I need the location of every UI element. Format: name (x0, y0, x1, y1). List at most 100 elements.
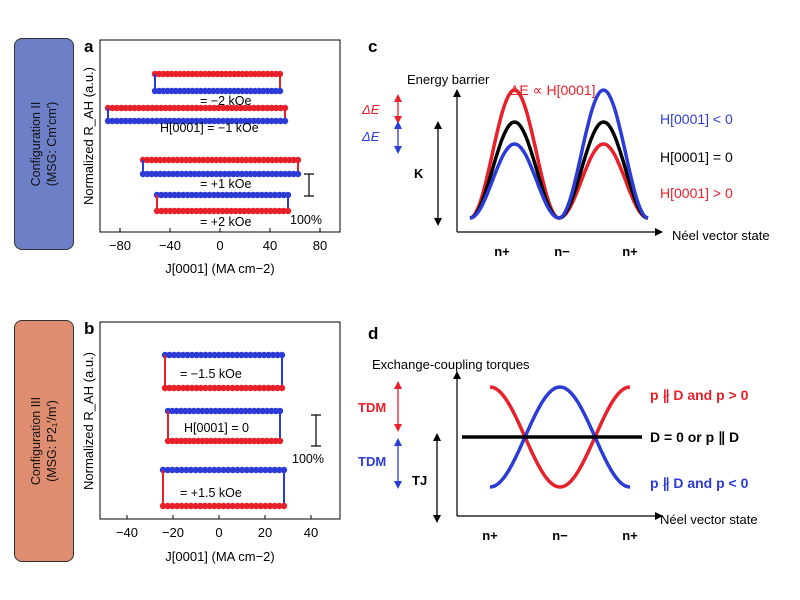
loop-point (268, 104, 275, 112)
loop-point (197, 351, 205, 359)
loop-point (220, 351, 227, 359)
panel-a-xtick-label: 80 (313, 238, 327, 253)
panel-d-tj: TJ (412, 473, 427, 488)
loop-point (190, 437, 197, 445)
panel-b-hysteresis-loops (159, 351, 288, 510)
loop-point (171, 117, 178, 125)
loop-point (241, 207, 248, 215)
panel-a-scale-bar (304, 173, 314, 197)
loop-point (271, 207, 279, 215)
loop-point (280, 466, 288, 474)
loop-point (184, 351, 191, 359)
loop-point (246, 104, 253, 112)
panel-a-xtick-label: 40 (263, 238, 277, 253)
loop-point (259, 104, 267, 112)
loop-point (238, 466, 246, 474)
loop-point (166, 117, 174, 125)
loop-point (242, 104, 249, 112)
loop-point (175, 117, 182, 125)
loop-point (251, 384, 259, 392)
loop-point (118, 104, 125, 112)
panel-c-ylabel: Energy barrier (407, 72, 490, 87)
panel-c-header: ΔE ∝ H[0001] (510, 82, 596, 98)
loop-point (280, 207, 287, 215)
loop-point (170, 351, 178, 359)
loop-point (233, 351, 241, 359)
panel-a-frame (99, 39, 341, 233)
config-iii-tab: Configuration III (MSG: P2₁′/m′) (14, 320, 74, 562)
panel-a-field-label: H[0001] = −1 kOe (160, 121, 259, 135)
panel-b-scale-bar (311, 414, 321, 447)
loop-point (255, 117, 262, 125)
loop-point (166, 191, 174, 199)
panel-c-legend-negative: H[0001] < 0 (660, 111, 733, 127)
loop-point (175, 191, 182, 199)
loop-point (109, 104, 116, 112)
panel-a-xtick-label: −40 (159, 238, 181, 253)
loop-point (284, 191, 292, 199)
loop-point (201, 502, 209, 510)
loop-point (162, 117, 169, 125)
loop-point (188, 384, 196, 392)
loop-point (250, 117, 258, 125)
panel-d-xtick-label: n− (552, 528, 568, 543)
loop-point (259, 117, 267, 125)
panel-d-letter: d (368, 324, 378, 343)
loop-point (122, 104, 129, 112)
loop-point (237, 117, 244, 125)
loop-point (264, 104, 271, 112)
loop-point (211, 384, 218, 392)
loop-point (234, 502, 241, 510)
loop-point (266, 502, 274, 510)
panel-c-K: K (414, 166, 424, 181)
panel-b-field-label: = +1.5 kOe (180, 486, 242, 500)
loop-point (246, 407, 253, 415)
loop-point (277, 117, 284, 125)
loop-point (118, 117, 125, 125)
loop-point (109, 117, 116, 125)
loop-point (242, 384, 250, 392)
loop-point (153, 104, 160, 112)
loop-point (232, 191, 239, 199)
loop-point (162, 104, 169, 112)
loop-point (260, 384, 268, 392)
loop-point (251, 170, 259, 178)
loop-point (237, 104, 244, 112)
panel-b-ylabel: Normalized R_AH (a.u.) (81, 352, 96, 490)
loop-point (184, 117, 191, 125)
loop-point (162, 207, 169, 215)
loop-point (173, 502, 181, 510)
loop-point (206, 351, 214, 359)
loop-point (262, 502, 269, 510)
loop-point (243, 466, 250, 474)
loop-point (284, 207, 292, 215)
panel-c-legend-zero: H[0001] = 0 (660, 149, 733, 165)
loop-point (201, 466, 209, 474)
loop-point (241, 191, 248, 199)
loop-point (277, 104, 284, 112)
panel-d-legend-p-positive: p ∦ D and p > 0 (650, 387, 749, 403)
loop-point (188, 207, 196, 215)
loop-point (179, 351, 187, 359)
loop-point (233, 104, 240, 112)
loop-point (202, 384, 209, 392)
panel-a-xlabel: J[0001] (MA cm−2) (165, 261, 274, 276)
loop-point (246, 437, 253, 445)
panel-b-xtick-label: 0 (215, 525, 222, 540)
loop-point (232, 207, 239, 215)
loop-point (233, 384, 241, 392)
loop-point (149, 117, 156, 125)
loop-point (171, 104, 178, 112)
loop-point (252, 466, 260, 474)
panel-c-xtick-label: n− (554, 244, 570, 259)
loop-point (193, 191, 200, 199)
panel-c-letter: c (368, 37, 377, 56)
loop-point (126, 104, 134, 112)
loop-point (197, 502, 204, 510)
panel-d-tdm-red: TDM (358, 400, 386, 415)
loop-point (225, 502, 232, 510)
loop-point (215, 384, 223, 392)
loop-point (225, 466, 232, 474)
loop-point (276, 70, 284, 78)
loop-point (122, 117, 129, 125)
